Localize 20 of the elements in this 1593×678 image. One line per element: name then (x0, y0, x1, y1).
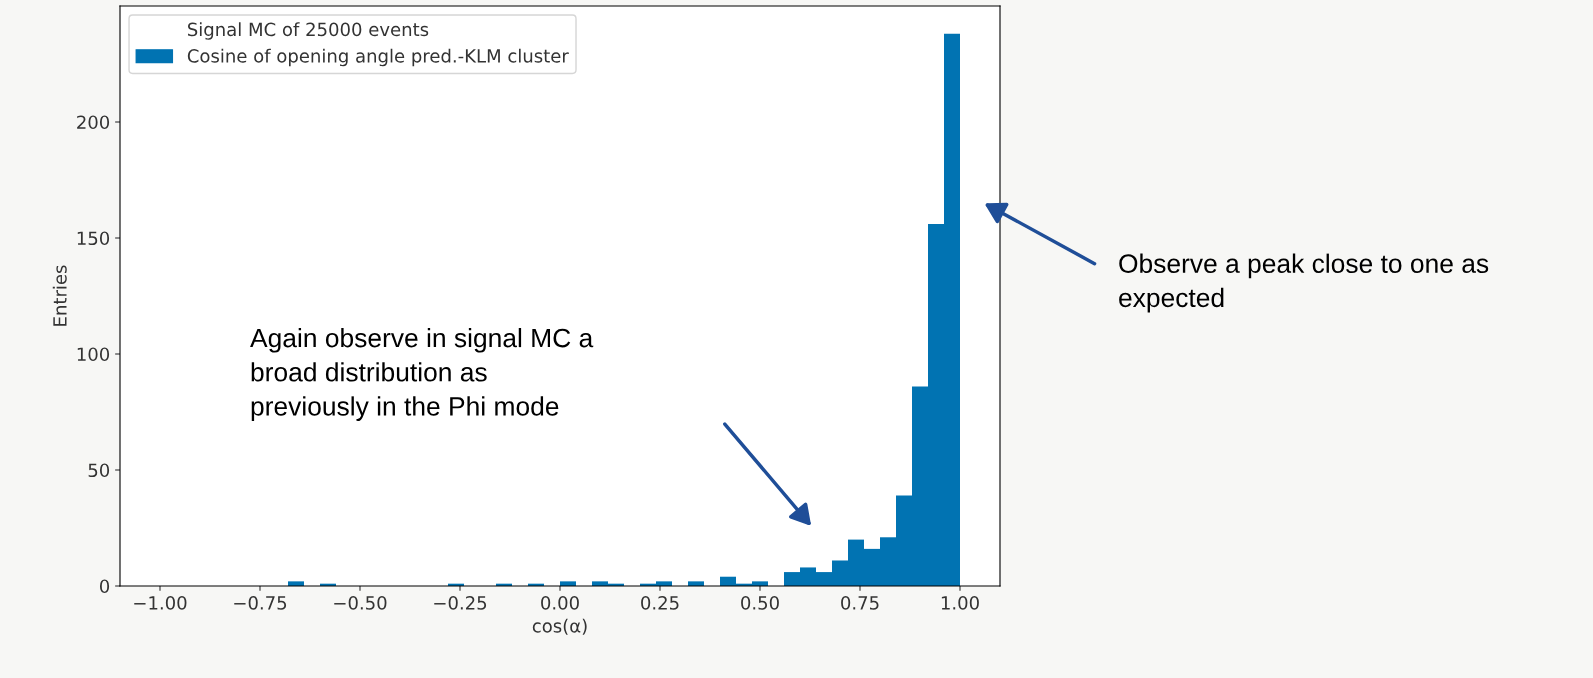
annotation: Again observe in signal MC a broad distribution as previously in the Phi mode (250, 328, 594, 421)
x-axis-title: cos(α) (532, 618, 587, 635)
y-tick-label: 150 (77, 231, 110, 246)
text: Observe a peak close to one as expected (1119, 253, 1489, 313)
x-tick-label: 0.25 (641, 596, 679, 610)
legend-label: Cosine of opening angle pred.-KLM cluster (187, 48, 569, 67)
y-tick-label: 200 (77, 115, 110, 130)
x-tick-label: 1.00 (941, 596, 979, 610)
x-tick-label: −0.75 (234, 596, 287, 610)
x-tick-label: 0.00 (541, 596, 579, 610)
x-tick-label: −0.25 (434, 596, 487, 610)
x-tick-label: −1.00 (134, 596, 187, 610)
x-tick-label: 0.50 (741, 596, 779, 610)
x-tick-label: 0.75 (841, 596, 879, 610)
y-tick-label: 100 (77, 347, 110, 362)
x-tick-label: −0.50 (334, 596, 387, 610)
legend-title: Signal MC of 25000 events (188, 22, 429, 40)
y-tick-label: 0 (99, 579, 110, 594)
y-tick-label: 50 (88, 463, 110, 478)
y-axis-title: Entries (52, 265, 67, 326)
